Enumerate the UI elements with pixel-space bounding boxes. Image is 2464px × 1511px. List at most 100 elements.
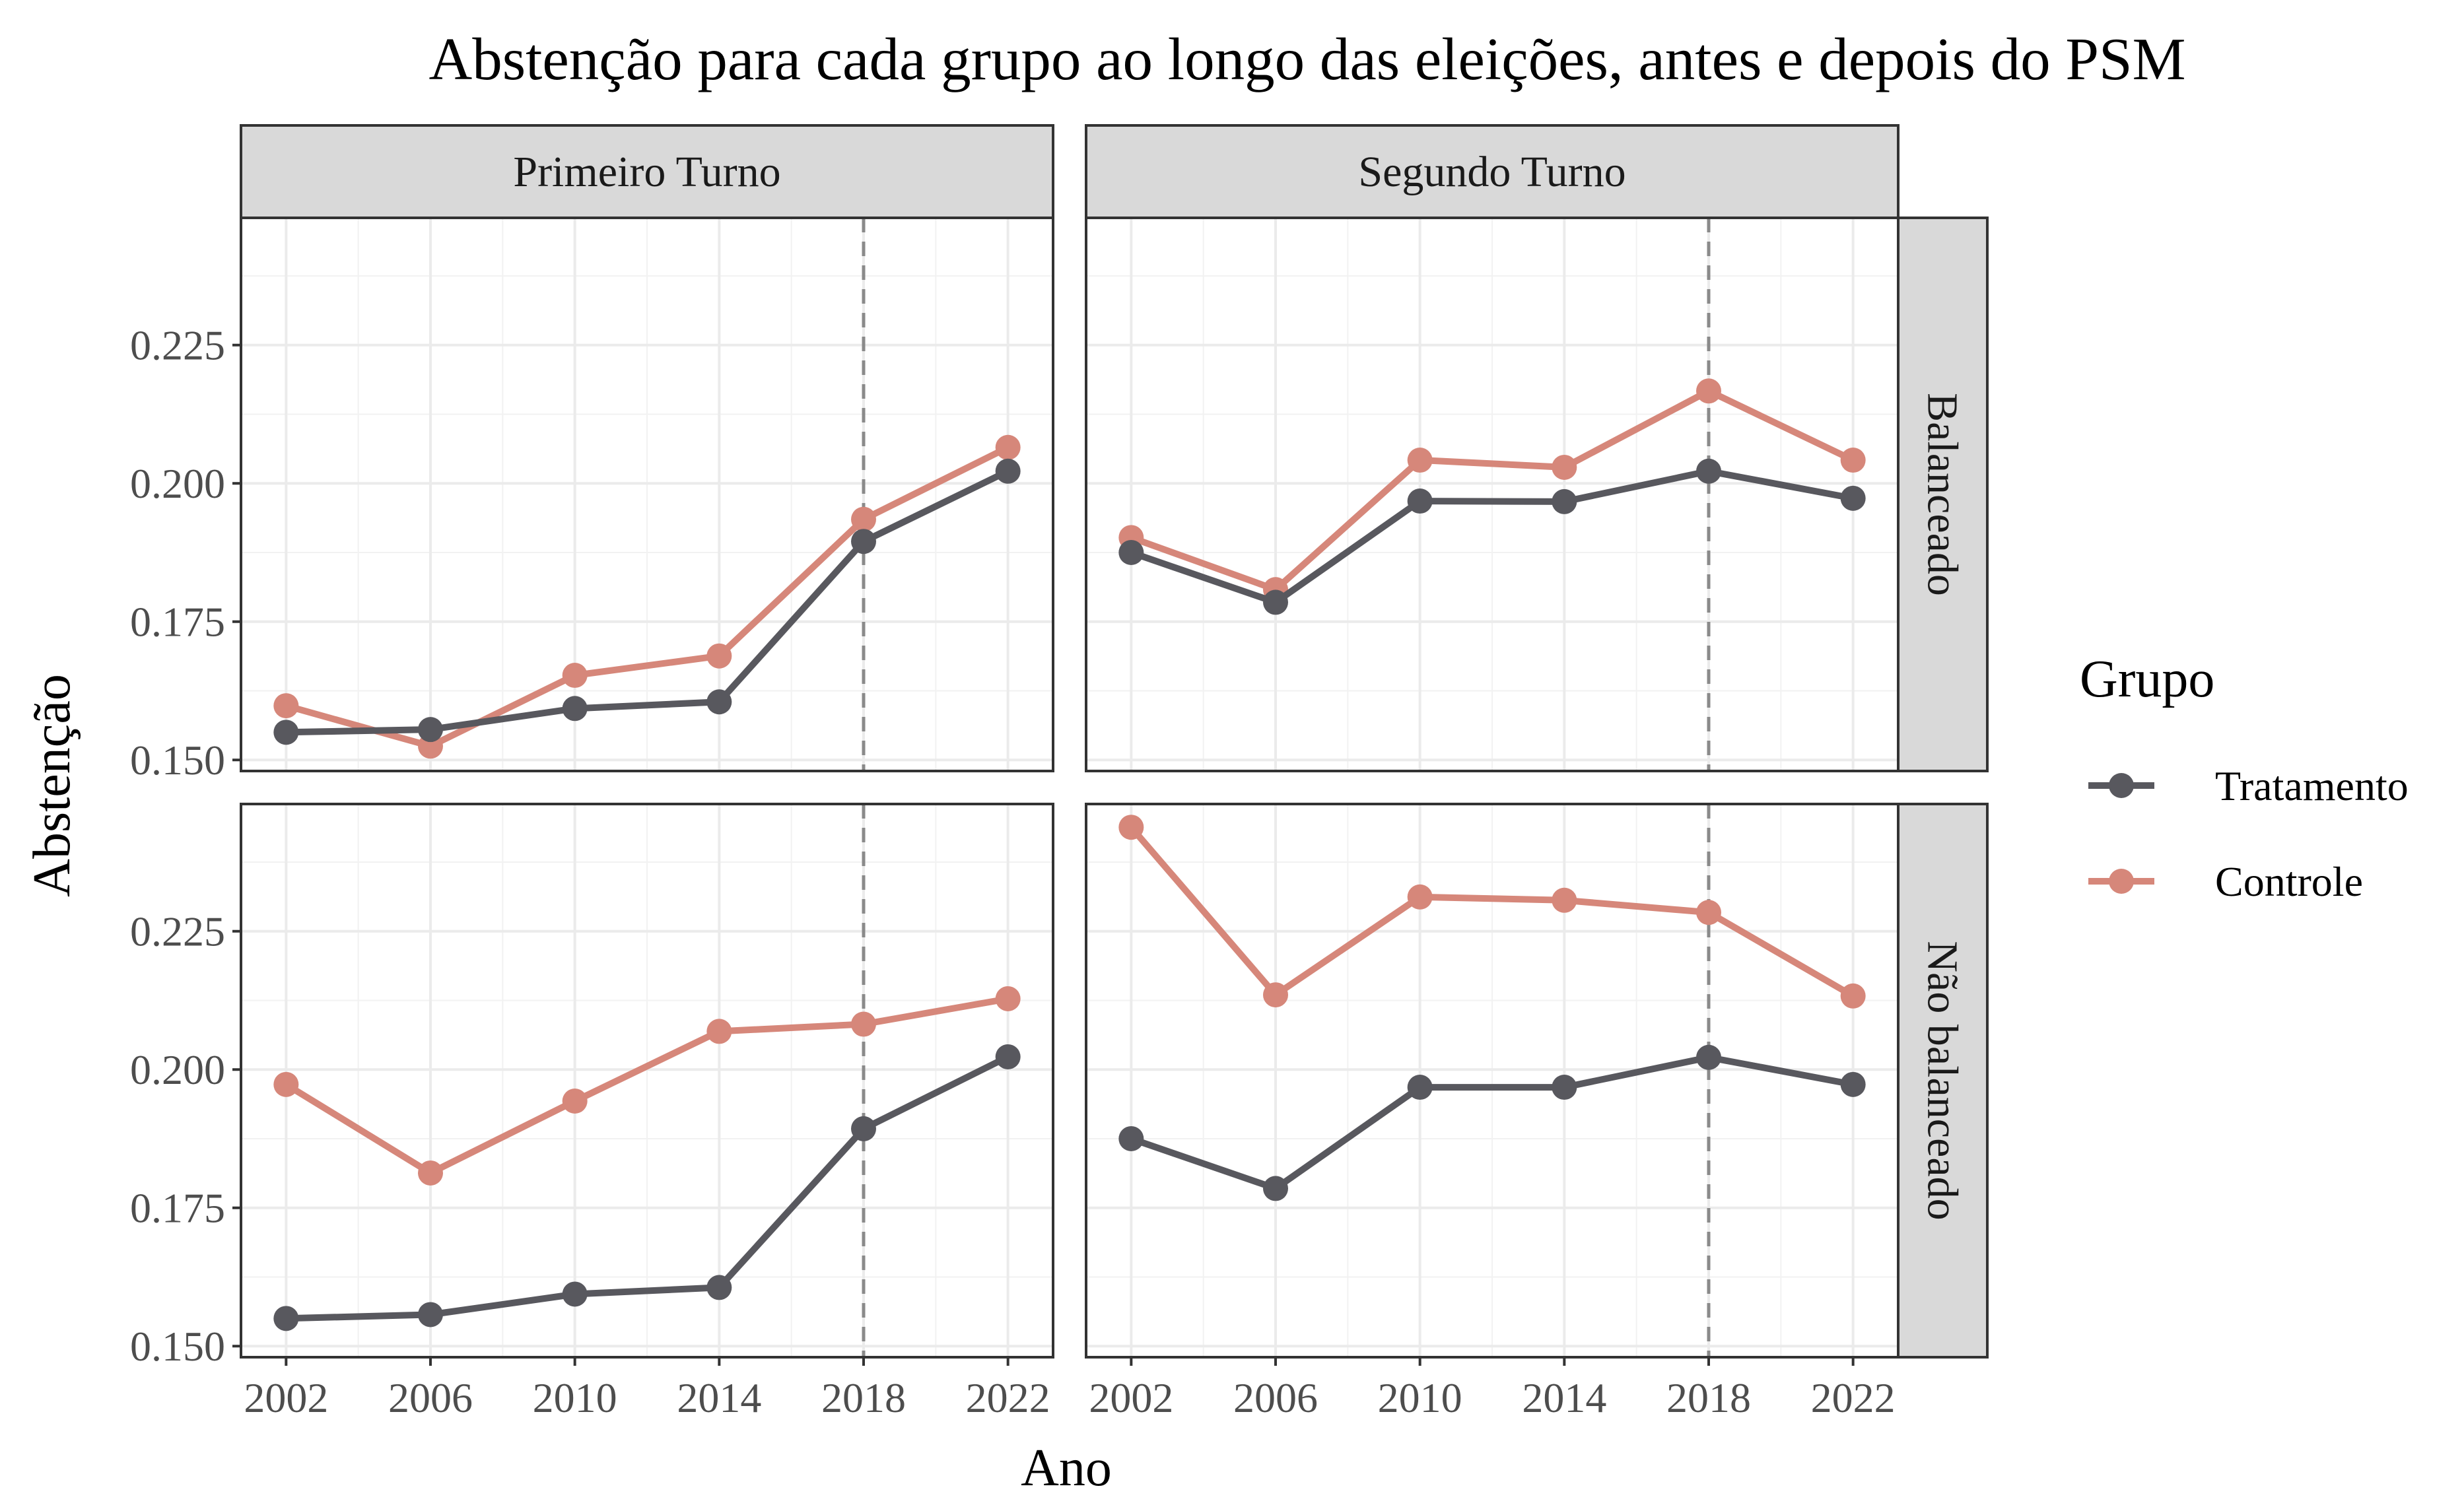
data-point-controle-2018 bbox=[1696, 378, 1721, 404]
x-tick-label: 2014 bbox=[1522, 1374, 1606, 1421]
data-point-controle-2002 bbox=[273, 693, 299, 719]
legend-label-controle: Controle bbox=[2215, 858, 2363, 905]
strip-label-primeiro-turno: Primeiro Turno bbox=[513, 148, 780, 196]
data-point-controle-2014 bbox=[1552, 454, 1577, 480]
data-point-tratamento-2006 bbox=[1263, 589, 1288, 615]
legend-title: Grupo bbox=[2080, 650, 2214, 708]
strip-nao-balanceado bbox=[1897, 803, 1989, 1359]
x-tick-label: 2014 bbox=[677, 1374, 761, 1421]
series-line-controle bbox=[283, 995, 1011, 1176]
y-tick-label: 0.150 bbox=[130, 737, 225, 784]
x-axis-title: Ano bbox=[1021, 1439, 1112, 1497]
y-tick-label: 0.225 bbox=[130, 908, 225, 955]
data-point-controle-2010 bbox=[562, 1089, 588, 1114]
strip-balanceado bbox=[1897, 217, 1989, 772]
data-point-controle-2018 bbox=[1696, 900, 1721, 925]
data-point-tratamento-2010 bbox=[562, 1281, 588, 1307]
strip-segundo-turno bbox=[1085, 124, 1899, 219]
x-tick-label: 2006 bbox=[388, 1374, 473, 1421]
legend: Grupo Tratamento Controle bbox=[2080, 650, 2409, 905]
data-point-tratamento-2010 bbox=[1407, 1075, 1433, 1100]
x-tick-label: 2002 bbox=[1089, 1374, 1173, 1421]
data-point-tratamento-2006 bbox=[418, 1302, 443, 1327]
y-tick-label: 0.225 bbox=[130, 322, 225, 369]
y-axes: 0.150 0.175 0.200 0.225 0.150 0.175 0.200 0.225 bbox=[130, 322, 241, 1370]
y-tick-label: 0.150 bbox=[130, 1323, 225, 1370]
data-point-controle-2018 bbox=[851, 1011, 876, 1037]
panel-primeiro-turno-balanceado bbox=[240, 217, 1054, 772]
x-tick-label: 2022 bbox=[1811, 1374, 1896, 1421]
x-tick-label: 2022 bbox=[966, 1374, 1050, 1421]
data-point-controle-2022 bbox=[1840, 983, 1866, 1009]
x-tick-label: 2002 bbox=[244, 1374, 328, 1421]
legend-key-point-tratamento bbox=[2109, 773, 2134, 798]
legend-key-point-controle bbox=[2109, 869, 2134, 894]
data-point-tratamento-2010 bbox=[562, 696, 588, 722]
data-point-tratamento-2022 bbox=[995, 1044, 1021, 1069]
data-point-tratamento-2018 bbox=[851, 529, 876, 554]
data-point-controle-2018 bbox=[851, 506, 876, 532]
x-tick-label: 2006 bbox=[1233, 1374, 1318, 1421]
data-point-controle-2014 bbox=[1552, 887, 1577, 913]
data-point-tratamento-2006 bbox=[1263, 1176, 1288, 1201]
data-point-controle-2022 bbox=[1840, 448, 1866, 473]
facet-panels bbox=[240, 217, 1899, 1359]
legend-label-tratamento: Tratamento bbox=[2215, 762, 2409, 809]
data-point-tratamento-2018 bbox=[851, 1116, 876, 1141]
y-tick-label: 0.200 bbox=[130, 1046, 225, 1093]
series-line-tratamento bbox=[283, 1054, 1011, 1322]
series-line-controle bbox=[1128, 387, 1857, 593]
data-point-controle-2014 bbox=[706, 643, 732, 669]
strip-primeiro-turno bbox=[240, 124, 1054, 219]
panel-segundo-turno-balanceado bbox=[1085, 217, 1899, 772]
series-line-controle bbox=[1128, 824, 1857, 999]
series-line-controle bbox=[283, 444, 1011, 750]
data-point-tratamento-2014 bbox=[1552, 488, 1577, 514]
data-point-tratamento-2006 bbox=[418, 717, 443, 743]
panel-segundo-turno-nao-balanceado bbox=[1085, 803, 1899, 1359]
series-line-tratamento bbox=[1128, 467, 1857, 606]
data-point-tratamento-2022 bbox=[1840, 1071, 1866, 1097]
data-point-tratamento-2018 bbox=[1696, 458, 1721, 484]
data-point-tratamento-2010 bbox=[1407, 488, 1433, 514]
data-point-controle-2010 bbox=[1407, 448, 1433, 473]
strip-label-balanceado: Balanceado bbox=[1919, 393, 1967, 596]
data-point-tratamento-2002 bbox=[1118, 539, 1144, 565]
data-point-tratamento-2014 bbox=[706, 1275, 732, 1300]
data-point-tratamento-2014 bbox=[706, 689, 732, 715]
data-point-tratamento-2002 bbox=[273, 1306, 299, 1331]
data-point-controle-2022 bbox=[995, 434, 1021, 460]
data-point-tratamento-2014 bbox=[1552, 1075, 1577, 1100]
facet-strips: Primeiro Turno Segundo Turno Balanceado Não… bbox=[240, 124, 1989, 1359]
data-point-controle-2006 bbox=[1263, 982, 1288, 1008]
series-line-tratamento bbox=[283, 467, 1011, 736]
series-line-tratamento bbox=[1128, 1054, 1857, 1192]
x-tick-label: 2018 bbox=[1666, 1374, 1751, 1421]
data-point-controle-2022 bbox=[995, 986, 1021, 1011]
x-tick-label: 2010 bbox=[1378, 1374, 1462, 1421]
panel-primeiro-turno-nao-balanceado bbox=[240, 803, 1054, 1359]
x-tick-label: 2010 bbox=[533, 1374, 617, 1421]
y-axis-title: Abstenção bbox=[23, 674, 81, 897]
panel-border bbox=[240, 803, 1054, 1359]
strip-label-segundo-turno: Segundo Turno bbox=[1358, 148, 1626, 196]
x-tick-label: 2018 bbox=[821, 1374, 906, 1421]
data-point-controle-2002 bbox=[1118, 815, 1144, 840]
data-point-tratamento-2002 bbox=[1118, 1125, 1144, 1151]
data-point-controle-2002 bbox=[273, 1071, 299, 1097]
y-tick-label: 0.175 bbox=[130, 599, 225, 646]
data-point-controle-2010 bbox=[562, 663, 588, 688]
data-point-tratamento-2018 bbox=[1696, 1044, 1721, 1070]
data-point-controle-2014 bbox=[706, 1019, 732, 1044]
chart-title: Abstenção para cada grupo ao longo das e… bbox=[429, 26, 2186, 92]
x-axes: 2002 2006 2010 2014 2018 2022 2002 2006 2010 2014… bbox=[244, 1357, 1896, 1421]
y-tick-label: 0.200 bbox=[130, 460, 225, 507]
data-point-tratamento-2022 bbox=[1840, 485, 1866, 511]
data-point-controle-2006 bbox=[418, 1160, 443, 1186]
strip-label-nao-balanceado: Não balanceado bbox=[1919, 941, 1967, 1220]
data-point-tratamento-2022 bbox=[995, 458, 1021, 484]
data-point-tratamento-2002 bbox=[273, 720, 299, 745]
data-point-controle-2010 bbox=[1407, 884, 1433, 910]
y-tick-label: 0.175 bbox=[130, 1185, 225, 1232]
